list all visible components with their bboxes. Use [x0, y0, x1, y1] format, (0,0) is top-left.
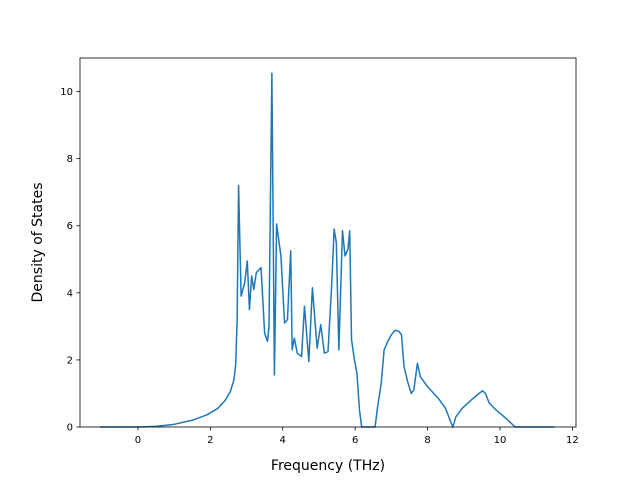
x-tick-label: 10	[494, 435, 507, 446]
x-tick-label: 12	[566, 435, 579, 446]
x-tick-label: 6	[352, 435, 358, 446]
y-tick-label: 4	[67, 288, 73, 299]
y-axis: 0 2 4 6 8 10	[60, 87, 80, 434]
y-tick-label: 8	[67, 154, 73, 165]
x-tick-label: 2	[207, 435, 213, 446]
y-axis-label: Density of States	[30, 183, 46, 303]
y-tick-label: 2	[67, 355, 73, 366]
y-tick-label: 6	[67, 221, 73, 232]
axes-frame	[79, 57, 577, 428]
plot-area	[99, 72, 555, 428]
x-axis-label: Frequency (THz)	[271, 458, 385, 474]
x-tick-label: 4	[280, 435, 286, 446]
y-tick-label: 10	[60, 87, 73, 98]
x-tick-label: 8	[424, 435, 430, 446]
y-tick-label: 0	[67, 423, 73, 434]
x-tick-label: 0	[135, 435, 141, 446]
x-axis: 0 2 4 6 8 10 12	[135, 427, 579, 446]
dos-series-line-0	[99, 72, 555, 428]
